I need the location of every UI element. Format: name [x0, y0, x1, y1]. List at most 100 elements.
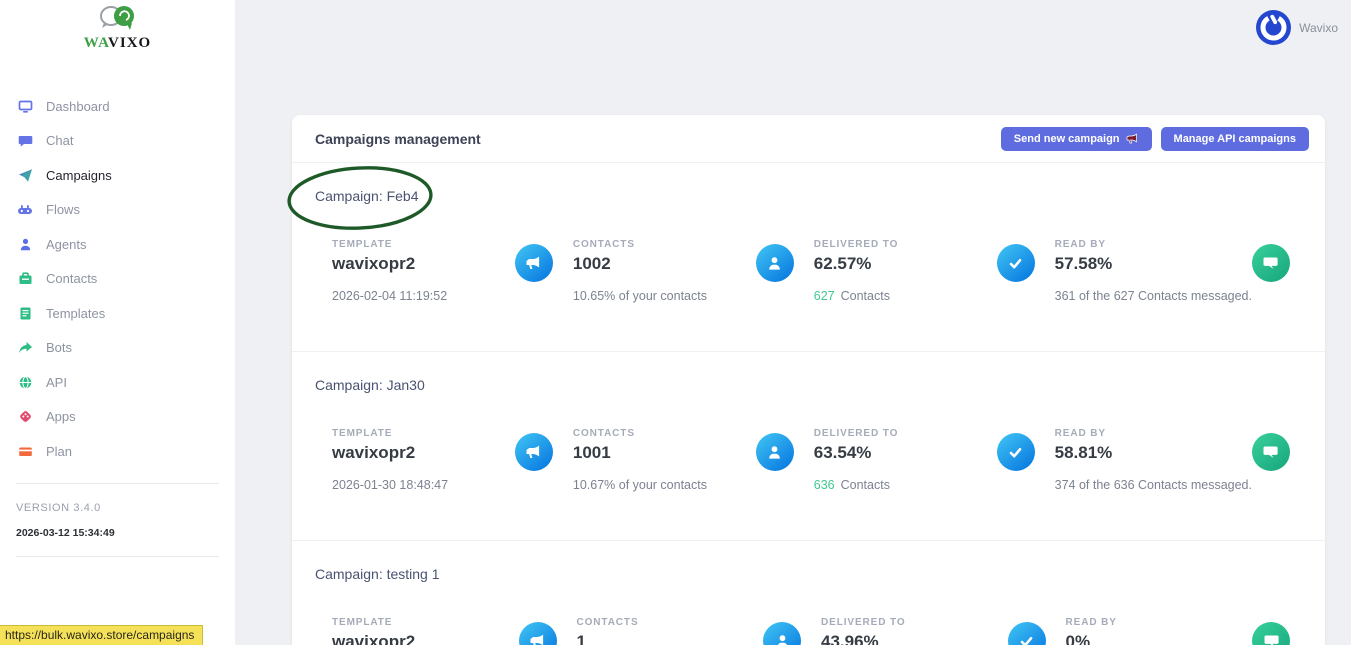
send-new-campaign-button[interactable]: Send new campaign [1000, 126, 1152, 151]
sidebar-item-api[interactable]: API [0, 365, 235, 400]
chat-badge-icon [1252, 622, 1290, 645]
stat-label: CONTACTS [572, 239, 635, 250]
stat-sub: Contacts [840, 478, 890, 492]
sidebar-item-flows[interactable]: Flows [0, 193, 235, 228]
sidebar-item-apps[interactable]: Apps [0, 400, 235, 435]
stat-template: TEMPLATE wavixopr2 [332, 617, 577, 645]
stat-template: TEMPLATE wavixopr2 2026-01-30 18:48:47 [332, 428, 573, 492]
stat-value: 1001 [572, 443, 611, 462]
manage-api-campaigns-button[interactable]: Manage API campaigns [1160, 126, 1309, 151]
toolbox-icon [17, 271, 33, 287]
stat-contacts: CONTACTS 1 [577, 617, 822, 645]
sidebar-item-label: Agents [46, 236, 87, 252]
stat-contacts: CONTACTS 1001 10.67% of your contacts [573, 428, 814, 492]
sidebar-item-plan[interactable]: Plan [0, 434, 235, 469]
campaign-name: Campaign: Jan30 [315, 377, 425, 393]
paper-plane-icon [17, 167, 33, 183]
manage-api-campaigns-label: Manage API campaigns [1173, 132, 1296, 145]
build-date: 2026-03-12 15:34:49 [16, 526, 115, 539]
sidebar-item-chat[interactable]: Chat [0, 124, 235, 159]
stat-value: 1 [576, 632, 586, 645]
card-header: Campaigns management Send new campaign M… [292, 115, 1325, 163]
campaigns-card: Campaigns management Send new campaign M… [292, 115, 1325, 645]
stat-value: 62.57% [813, 254, 872, 273]
megaphone-emoji-icon [1126, 133, 1137, 144]
check-badge-icon [996, 433, 1035, 471]
stat-label: DELIVERED TO [813, 428, 899, 439]
stat-sub: 2026-02-04 11:19:52 [332, 289, 448, 303]
sidebar-item-label: Bots [46, 340, 73, 356]
brand-label: Wavixo [1299, 20, 1338, 35]
stat-read: READ BY 58.81% 374 of the 636 Contacts m… [1055, 428, 1310, 492]
stat-value: wavixopr2 [332, 632, 416, 645]
sidebar-item-label: Chat [46, 133, 74, 149]
sidebar-nav: Dashboard Chat Campaigns Flows [0, 89, 235, 469]
person-badge-icon [763, 622, 801, 645]
stat-delivered: DELIVERED TO 62.57% 627 Contacts [814, 239, 1055, 303]
stat-sub-highlight: 627 [813, 289, 835, 303]
stat-sub: 10.65% of your contacts [572, 289, 707, 303]
stat-delivered: DELIVERED TO 43.96% [821, 617, 1066, 645]
stat-sub: 10.67% of your contacts [572, 478, 707, 492]
stat-sub: 361 of the 627 Contacts messaged. [1054, 289, 1252, 303]
stat-label: DELIVERED TO [813, 239, 899, 250]
stat-label: READ BY [1054, 239, 1106, 250]
send-new-campaign-label: Send new campaign [1013, 132, 1120, 145]
stat-label: TEMPLATE [332, 239, 393, 250]
credit-card-icon [17, 443, 33, 459]
main-content: Wavixo Campaigns management Send new cam… [235, 0, 1351, 645]
stat-sub: 374 of the 636 Contacts messaged. [1054, 478, 1252, 492]
person-badge-icon [755, 433, 794, 471]
stat-value: wavixopr2 [332, 443, 416, 462]
sidebar-item-contacts[interactable]: Contacts [0, 262, 235, 297]
chat-badge-icon [1251, 244, 1290, 282]
chat-icon [17, 133, 33, 149]
stat-read: READ BY 57.58% 361 of the 627 Contacts m… [1055, 239, 1310, 303]
stat-delivered: DELIVERED TO 63.54% 636 Contacts [814, 428, 1055, 492]
globe-icon [17, 374, 33, 390]
stat-sub: Contacts [840, 289, 890, 303]
wavixo-power-icon [1256, 10, 1292, 45]
check-badge-icon [1007, 622, 1046, 645]
stat-read: READ BY 0% [1066, 617, 1311, 645]
megaphone-badge-icon [514, 244, 553, 282]
sidebar-item-label: Contacts [46, 271, 98, 287]
wavixo-logo[interactable]: WAVIXO [0, 0, 235, 52]
stat-label: CONTACTS [576, 617, 639, 628]
share-arrow-icon [17, 340, 33, 356]
stat-value: 0% [1065, 632, 1091, 645]
sidebar-item-label: Plan [46, 443, 73, 459]
topbar-brand[interactable]: Wavixo [1255, 9, 1338, 46]
stat-label: READ BY [1054, 428, 1106, 439]
campaign-name: Campaign: Feb4 [315, 188, 419, 204]
stat-value: 43.96% [821, 632, 879, 645]
stat-label: TEMPLATE [332, 428, 393, 439]
campaign-stats-row: TEMPLATE wavixopr2 2026-01-30 18:48:47 C… [332, 428, 1310, 492]
stat-label: READ BY [1065, 617, 1117, 628]
megaphone-badge-icon [518, 622, 557, 645]
sidebar-item-dashboard[interactable]: Dashboard [0, 89, 235, 124]
stat-sub-highlight: 636 [813, 478, 835, 492]
sidebar-item-label: Templates [46, 305, 106, 321]
sidebar-item-agents[interactable]: Agents [0, 227, 235, 262]
campaign-section-testing1: Campaign: testing 1 TEMPLATE wavixopr2 [292, 541, 1325, 645]
stat-contacts: CONTACTS 1002 10.65% of your contacts [573, 239, 814, 303]
campaign-stats-row: TEMPLATE wavixopr2 2026-02-04 11:19:52 C… [332, 239, 1310, 303]
dashboard-icon [17, 98, 33, 114]
person-badge-icon [755, 244, 794, 282]
sidebar-item-bots[interactable]: Bots [0, 331, 235, 366]
apps-icon [17, 409, 33, 425]
version-label: VERSION 3.4.0 [16, 501, 101, 514]
sidebar-divider [16, 555, 219, 557]
sidebar-item-campaigns[interactable]: Campaigns [0, 158, 235, 193]
flows-icon [17, 202, 33, 218]
stat-value: 58.81% [1054, 443, 1113, 462]
wavixo-logo-text: WAVIXO [83, 35, 152, 51]
sidebar-item-label: Apps [46, 409, 76, 425]
campaign-section-feb4: Campaign: Feb4 TEMPLATE wavixopr2 2026-0… [292, 163, 1325, 352]
person-icon [17, 236, 33, 252]
stat-value: 63.54% [813, 443, 872, 462]
stat-label: DELIVERED TO [821, 617, 906, 628]
sidebar-item-templates[interactable]: Templates [0, 296, 235, 331]
